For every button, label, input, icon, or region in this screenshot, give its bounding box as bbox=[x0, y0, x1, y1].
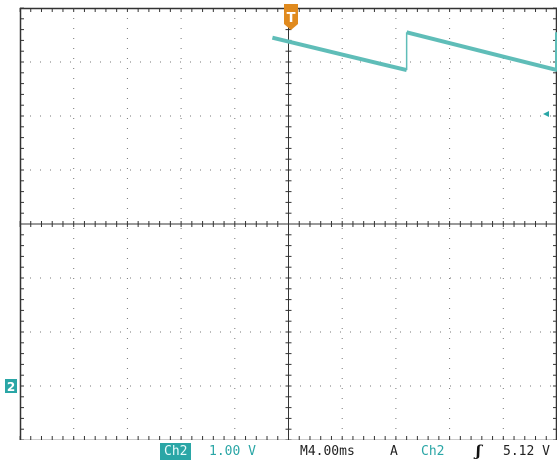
trigger-mode: A bbox=[390, 444, 398, 459]
waveform-ramp bbox=[271, 35, 408, 73]
trigger-marker-label: T bbox=[287, 11, 296, 26]
trigger-position-marker: T bbox=[284, 4, 298, 30]
volts-per-div: 1.00 V bbox=[209, 444, 256, 459]
channel-2-marker-label: 2 bbox=[7, 380, 15, 394]
channel-box[interactable]: Ch2 bbox=[160, 443, 192, 460]
status-bar: Ch2 1.00 V M4.00ms A Ch2 ʃ 5.12 V bbox=[0, 440, 557, 464]
ch2-waveform bbox=[271, 30, 557, 73]
trigger-level-marker bbox=[543, 111, 549, 117]
rising-edge-icon: ʃ bbox=[476, 442, 481, 460]
trigger-level: 5.12 V bbox=[503, 444, 550, 459]
timebase: M4.00ms bbox=[300, 444, 355, 459]
trigger-source: Ch2 bbox=[421, 444, 445, 459]
graticule bbox=[19, 7, 557, 442]
waveform-ramp bbox=[406, 30, 557, 73]
channel-2-ground-marker[interactable]: 2 bbox=[5, 379, 17, 394]
